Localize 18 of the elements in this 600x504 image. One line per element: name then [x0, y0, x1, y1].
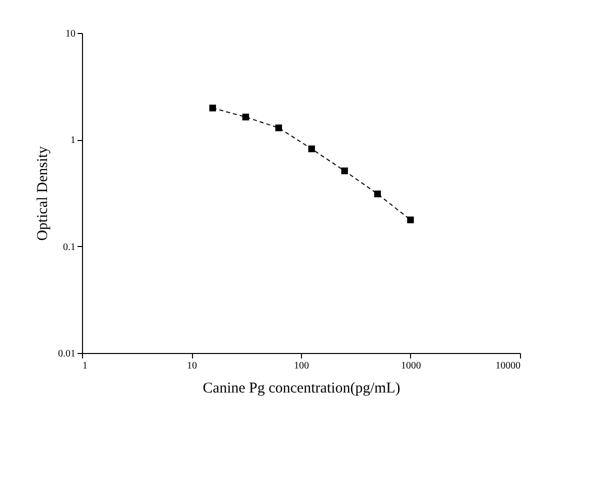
y-tick-label: 0.1 — [63, 242, 76, 253]
point — [341, 168, 348, 174]
x-axis-title: Canine Pg concentration(pg/mL) — [202, 380, 400, 396]
x-tick-label: 100 — [294, 360, 309, 372]
y-axis-title: Optical Density — [35, 146, 51, 241]
x-tick-label: 1000 — [401, 360, 421, 372]
y-tick-label: 10 — [66, 28, 76, 40]
x-tick-label: 1 — [82, 360, 88, 372]
point — [209, 104, 216, 112]
point — [407, 216, 414, 224]
point — [374, 190, 381, 198]
y-tick-label: 0.01 — [58, 348, 76, 360]
point — [242, 114, 250, 120]
point — [308, 146, 315, 152]
point — [275, 124, 282, 132]
y-tick-label: 1 — [70, 135, 76, 146]
x-tick-label: 10000 — [496, 360, 520, 372]
x-tick-label: 10 — [187, 360, 197, 372]
